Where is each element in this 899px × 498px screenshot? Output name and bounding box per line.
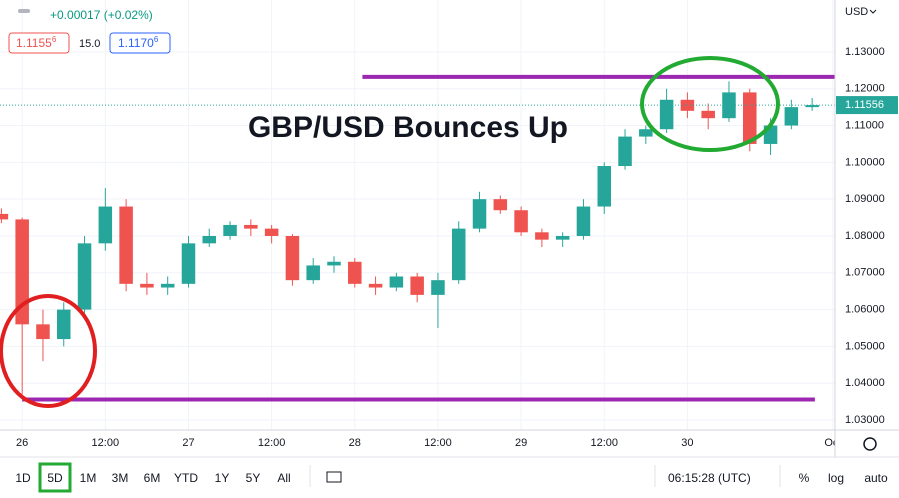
- candle-body: [805, 105, 819, 108]
- y-tick-label: 1.09000: [845, 193, 885, 205]
- dropdown-icon: [869, 9, 877, 14]
- y-tick-label: 1.06000: [845, 304, 885, 316]
- x-tick-label: 26: [16, 437, 28, 449]
- candle-body: [410, 276, 424, 295]
- spread: 15.0: [79, 38, 100, 50]
- settings-icon[interactable]: [863, 437, 877, 451]
- candle-body: [56, 309, 71, 340]
- range-button[interactable]: All: [277, 471, 290, 485]
- candle-body: [348, 261, 362, 284]
- candle-body: [514, 210, 528, 233]
- buy-box[interactable]: [109, 32, 171, 54]
- highlight-circle: [640, 56, 780, 152]
- buy-price[interactable]: 1.11706: [118, 35, 159, 50]
- candle-body: [306, 265, 320, 281]
- price-axis: [835, 0, 899, 457]
- candle-body: [743, 92, 757, 144]
- sell-box[interactable]: [8, 32, 70, 54]
- chart-title: GBP/USD Bounces Up: [248, 111, 568, 144]
- candle-body: [223, 224, 237, 236]
- x-tick-label: 12:00: [590, 437, 618, 449]
- candle-body: [77, 243, 92, 310]
- scale-option[interactable]: %: [799, 471, 810, 485]
- candle-body: [784, 107, 799, 126]
- y-tick-label: 1.04000: [845, 377, 885, 389]
- range-button[interactable]: 6M: [144, 471, 161, 485]
- candle-body: [576, 206, 591, 236]
- candle-body: [451, 228, 466, 281]
- scale-option[interactable]: log: [828, 471, 844, 485]
- y-tick-label: 1.13000: [845, 46, 885, 58]
- candle-body: [202, 235, 217, 244]
- scale-option[interactable]: auto: [864, 471, 888, 485]
- candle-body: [659, 99, 674, 130]
- sell-price[interactable]: 1.11556: [16, 35, 57, 50]
- candle-body: [244, 224, 258, 229]
- range-button[interactable]: 1Y: [215, 471, 230, 485]
- candle-body: [0, 213, 9, 220]
- candle-body: [160, 283, 175, 288]
- candle-body: [701, 110, 715, 119]
- candle-body: [264, 228, 279, 236]
- toolbar: 1D 5D 1M 3M 6M YTD 1Y 5Y All% log auto: [15, 462, 888, 493]
- candle-body: [36, 324, 50, 340]
- x-tick-label: 12:00: [424, 437, 452, 449]
- candle-body: [493, 199, 508, 211]
- candle-body: [327, 261, 341, 266]
- range-button[interactable]: YTD: [174, 471, 198, 485]
- y-tick-label: 1.08000: [845, 230, 885, 242]
- candle-body: [639, 129, 653, 137]
- range-button[interactable]: 1M: [80, 471, 97, 485]
- last-price-label: 1.11556: [845, 99, 884, 111]
- plot-area: [0, 0, 835, 430]
- candle-body: [368, 283, 383, 288]
- active-range: [38, 462, 72, 493]
- last-price-tag: [836, 96, 898, 115]
- candle-body: [618, 136, 632, 167]
- y-tick-label: 1.03000: [845, 414, 885, 426]
- candle-body: [15, 219, 29, 325]
- price-change: +0.00017 (+0.02%): [50, 8, 153, 22]
- y-tick-label: 1.11000: [845, 119, 884, 131]
- range-button[interactable]: 3M: [112, 471, 129, 485]
- y-tick-label: 1.10000: [845, 156, 885, 168]
- candle-body: [181, 243, 196, 284]
- y-tick-label: 1.07000: [845, 267, 885, 279]
- candle-body: [285, 235, 300, 281]
- x-tick-label: 29: [515, 437, 527, 449]
- range-button[interactable]: 1D: [15, 471, 31, 485]
- x-tick-label: 12:00: [258, 437, 286, 449]
- candle-body: [535, 232, 549, 240]
- y-tick-label: 1.05000: [845, 340, 885, 352]
- candle-body: [597, 166, 612, 207]
- range-button[interactable]: 5Y: [246, 471, 261, 485]
- x-tick-label: 12:00: [92, 437, 120, 449]
- candle-body: [555, 235, 570, 240]
- candle-body: [431, 280, 445, 295]
- highlight-circle: [0, 294, 97, 408]
- range-button[interactable]: 5D: [47, 471, 63, 485]
- currency[interactable]: USD: [845, 6, 868, 18]
- clock: 06:15:28 (UTC): [668, 471, 751, 485]
- x-tick-label: 28: [349, 437, 361, 449]
- candle-body: [472, 199, 487, 229]
- compare-icon[interactable]: [326, 471, 342, 483]
- x-tick-label: 30: [681, 437, 693, 449]
- candle-body: [722, 92, 736, 119]
- minimize-icon[interactable]: [18, 9, 30, 13]
- x-tick-label: 27: [182, 437, 194, 449]
- candle-body: [119, 206, 133, 284]
- candle-body: [140, 283, 154, 288]
- candle-body: [389, 276, 404, 288]
- y-tick-label: 1.12000: [845, 83, 885, 95]
- candle-body: [98, 206, 113, 244]
